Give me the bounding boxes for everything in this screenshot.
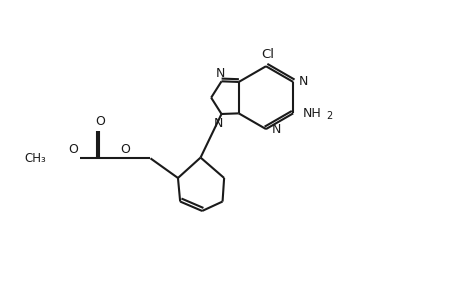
Text: N: N [298,75,308,88]
Text: NH: NH [302,107,320,120]
Text: N: N [215,67,224,80]
Text: N: N [271,123,280,136]
Text: CH₃: CH₃ [24,152,46,165]
Text: 2: 2 [325,111,331,121]
Text: O: O [120,143,130,156]
Text: O: O [68,143,78,156]
Text: O: O [95,115,105,128]
Text: N: N [214,117,223,130]
Text: Cl: Cl [260,48,273,61]
